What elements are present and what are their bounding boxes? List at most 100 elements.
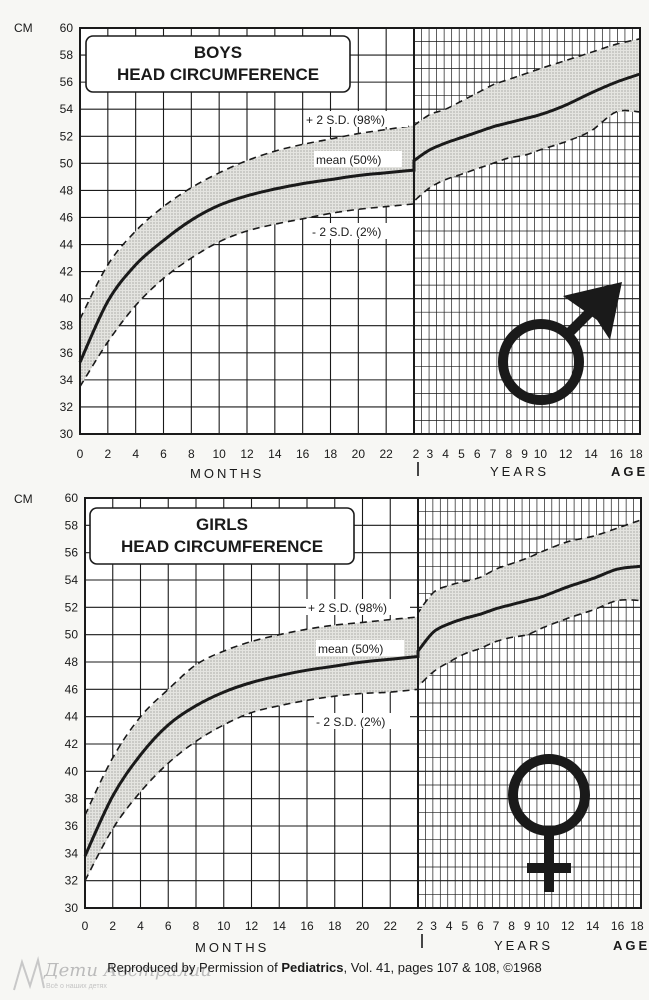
boys-x-month-tick-label: 4 <box>132 447 139 461</box>
boys-x-month-tick-label: 20 <box>352 447 366 461</box>
girls-lower-label-group: - 2 S.D. (2%) <box>314 713 410 729</box>
boys-y-tick-label: 54 <box>60 102 74 116</box>
girls-y-tick-label: 54 <box>65 573 79 587</box>
boys-x-year-tick-label: 5 <box>458 447 465 461</box>
girls-x-month-tick-label: 8 <box>193 919 200 933</box>
boys-y-tick-label: 34 <box>60 373 74 387</box>
boys-y-tick-label: 60 <box>60 21 74 35</box>
girls-y-tick-label: 60 <box>65 491 79 505</box>
girls-y-tick-label: 52 <box>65 600 79 614</box>
girls-mean-label-group: mean (50%) <box>316 640 404 656</box>
girls-xlabel-years: YEARS <box>494 938 553 953</box>
boys-x-year-tick-label: 16 <box>610 447 624 461</box>
girls-x-year-tick-label: 18 <box>630 919 644 933</box>
boys-x-ticks: 0 2 4 6 8 10 12 14 16 18 20 22 2 3 4 5 6 7 8 9 10 12 14 16 18 <box>77 447 643 461</box>
boys-mean-label: mean (50%) <box>316 153 381 167</box>
male-symbol-icon <box>498 282 622 405</box>
boys-y-tick-label: 40 <box>60 292 74 306</box>
boys-plot-frame <box>79 27 641 435</box>
girls-y-unit: CM <box>14 492 33 506</box>
boys-sd-band-months <box>80 125 414 387</box>
girls-x-year-tick-label: 5 <box>461 919 468 933</box>
girls-x-year-tick-label: 10 <box>536 919 550 933</box>
watermark-hand-icon <box>13 956 45 991</box>
boys-y-tick-label: 50 <box>60 156 74 170</box>
girls-x-month-tick-label: 0 <box>82 919 89 933</box>
girls-y-tick-label: 44 <box>65 710 79 724</box>
watermark-subtext: Всё о наших детях <box>46 983 107 990</box>
girls-x-month-tick-label: 12 <box>245 919 259 933</box>
footer-suffix: , Vol. 41, pages 107 & 108, ©1968 <box>343 960 542 975</box>
girls-x-year-tick-label: 7 <box>493 919 500 933</box>
source-credit: Reproduced by Permission of Pediatrics, … <box>0 960 649 975</box>
boys-x-month-tick-label: 6 <box>160 447 167 461</box>
boys-x-year-tick-label: 6 <box>474 447 481 461</box>
girls-plot-frame <box>84 497 642 909</box>
girls-title-box <box>89 507 355 565</box>
boys-y-tick-label: 46 <box>60 210 74 224</box>
boys-y-tick-label: 36 <box>60 346 74 360</box>
girls-x-month-tick-label: 22 <box>384 919 398 933</box>
boys-xlabel-months: MONTHS <box>190 466 264 481</box>
boys-lower-label: - 2 S.D. (2%) <box>312 225 381 239</box>
girls-x-month-tick-label: 16 <box>300 919 314 933</box>
girls-x-ticks: 0 2 4 6 8 10 12 14 16 18 20 22 2 3 4 5 6 7 8 9 10 12 14 16 18 <box>82 919 644 933</box>
boys-y-tick-label: 32 <box>60 400 74 414</box>
watermark-logo: Дети Австралии Всё о наших детях <box>13 956 212 991</box>
girls-x-month-tick-label: 2 <box>109 919 116 933</box>
boys-y-tick-label: 52 <box>60 129 74 143</box>
boys-y-tick-label: 48 <box>60 183 74 197</box>
girls-mean-label: mean (50%) <box>318 642 383 656</box>
boys-title-line1: BOYS <box>194 43 242 62</box>
boys-x-month-tick-label: 22 <box>379 447 393 461</box>
girls-sd-band-months <box>85 612 418 881</box>
watermark-text: Дети Австралии <box>43 960 212 981</box>
boys-title-box <box>85 35 351 93</box>
boys-y-tick-label: 38 <box>60 319 74 333</box>
girls-lower-label: - 2 S.D. (2%) <box>316 715 385 729</box>
girls-y-tick-label: 42 <box>65 737 79 751</box>
girls-y-tick-label: 32 <box>65 874 79 888</box>
girls-sd-band-years <box>418 519 641 687</box>
girls-upper-label-group: + 2 S.D. (98%) <box>306 599 410 615</box>
girls-x-month-tick-label: 4 <box>137 919 144 933</box>
girls-y-tick-label: 36 <box>65 819 79 833</box>
girls-upper-label: + 2 S.D. (98%) <box>308 601 387 615</box>
girls-x-month-tick-label: 10 <box>217 919 231 933</box>
boys-upper-label: + 2 S.D. (98%) <box>306 113 385 127</box>
girls-y-tick-label: 46 <box>65 682 79 696</box>
boys-xlabel-age: AGE <box>611 464 648 479</box>
boys-y-unit: CM <box>14 21 33 35</box>
footer-journal: Pediatrics <box>281 960 344 975</box>
boys-x-month-tick-label: 2 <box>104 447 111 461</box>
girls-x-year-tick-label: 2 <box>417 919 424 933</box>
boys-lower-sd-line <box>79 109 641 388</box>
girls-y-tick-label: 40 <box>65 764 79 778</box>
girls-x-year-tick-label: 16 <box>611 919 625 933</box>
girls-x-month-tick-label: 20 <box>356 919 370 933</box>
boys-x-month-tick-label: 0 <box>77 447 84 461</box>
girls-y-tick-label: 34 <box>65 846 79 860</box>
boys-xlabel-years: YEARS <box>490 464 549 479</box>
boys-x-month-tick-label: 16 <box>296 447 310 461</box>
girls-xlabel-age: AGE <box>613 938 649 953</box>
girls-y-tick-label: 30 <box>65 901 79 915</box>
girls-x-year-tick-label: 4 <box>446 919 453 933</box>
boys-x-year-tick-label: 9 <box>521 447 528 461</box>
girls-title-line2: HEAD CIRCUMFERENCE <box>121 537 323 556</box>
girls-x-year-tick-label: 12 <box>561 919 575 933</box>
boys-y-tick-label: 58 <box>60 48 74 62</box>
girls-y-tick-label: 38 <box>65 792 79 806</box>
footer-prefix: Reproduced by Permission of <box>107 960 282 975</box>
girls-x-month-tick-label: 18 <box>328 919 342 933</box>
boys-y-tick-label: 42 <box>60 265 74 279</box>
boys-x-month-tick-label: 18 <box>324 447 338 461</box>
boys-x-month-tick-label: 14 <box>268 447 282 461</box>
boys-upper-label-group: + 2 S.D. (98%) <box>304 111 408 127</box>
boys-x-year-tick-label: 3 <box>426 447 433 461</box>
boys-x-year-tick-label: 14 <box>584 447 598 461</box>
boys-x-year-tick-label: 8 <box>505 447 512 461</box>
girls-y-tick-label: 50 <box>65 628 79 642</box>
boys-x-month-tick-label: 10 <box>212 447 226 461</box>
